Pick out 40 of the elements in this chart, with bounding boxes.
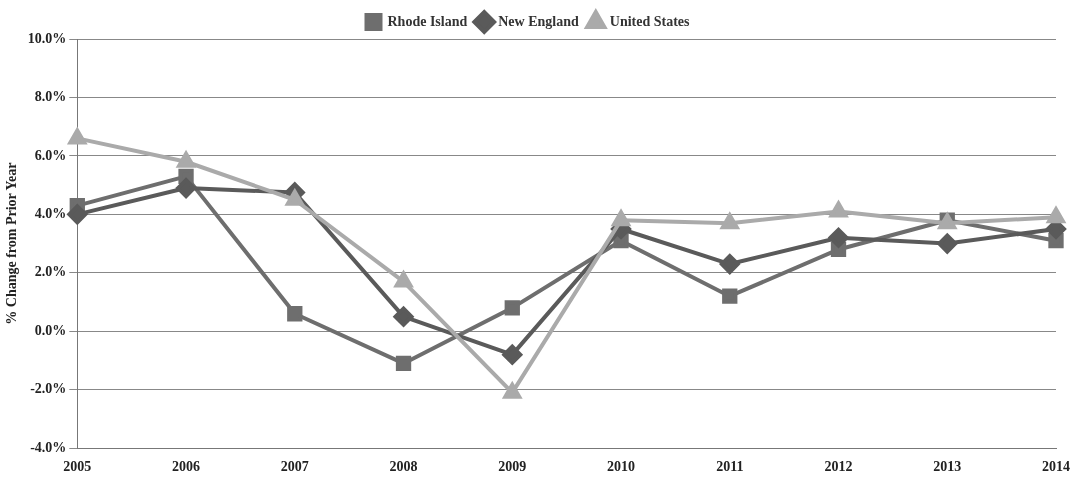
legend-label: New England (498, 13, 579, 29)
x-tick-label: 2012 (824, 459, 853, 475)
x-tick-label: 2013 (933, 459, 962, 475)
y-tick-label: -4.0% (30, 439, 67, 455)
x-tick-label: 2009 (498, 459, 527, 475)
y-tick-label: 0.0% (34, 322, 67, 338)
y-tick-label: -2.0% (30, 381, 67, 397)
point (612, 210, 630, 227)
point (67, 204, 88, 225)
point (829, 201, 848, 218)
y-tick-label: 6.0% (34, 147, 67, 163)
point (504, 300, 520, 316)
x-tick-label: 2007 (280, 459, 309, 475)
y-tick-label: 2.0% (34, 264, 67, 280)
point (177, 151, 195, 168)
x-tick-label: 2006 (172, 459, 201, 475)
point (176, 178, 197, 199)
x-tick-label: 2011 (716, 459, 744, 475)
point (393, 306, 414, 327)
point (395, 355, 412, 372)
point (828, 227, 849, 248)
y-tick-label: 10.0% (27, 30, 67, 46)
x-tick-label: 2005 (63, 459, 92, 475)
legend-label: United States (609, 13, 691, 29)
point (285, 189, 304, 206)
point (720, 213, 739, 230)
point (722, 288, 738, 304)
y-tick-label: 8.0% (34, 89, 67, 105)
point (1047, 207, 1065, 224)
point (287, 306, 303, 322)
point (937, 233, 958, 254)
legend-label: Rhode Island (387, 13, 468, 29)
x-tick-label: 2014 (1042, 459, 1070, 475)
x-tick-label: 2008 (389, 459, 418, 475)
y-tick-label: 4.0% (34, 205, 67, 221)
x-tick-label: 2010 (607, 459, 636, 475)
y-axis-title: % Change from Prior Year (4, 162, 20, 325)
point (68, 128, 87, 145)
point (719, 254, 740, 275)
point (502, 344, 523, 365)
